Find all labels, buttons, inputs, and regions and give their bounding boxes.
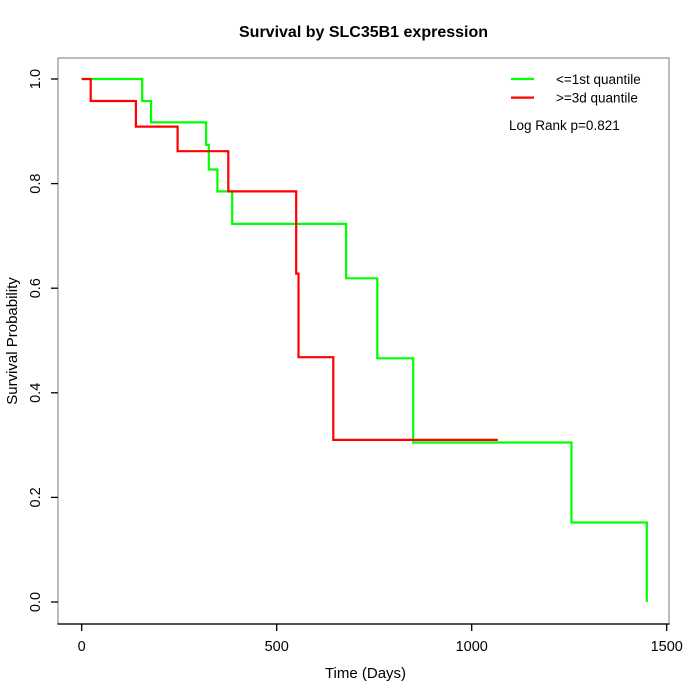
chart-title: Survival by SLC35B1 expression xyxy=(239,24,488,41)
y-tick-label-0-6: 0.6 xyxy=(28,278,44,298)
x-tick-label-0: 0 xyxy=(78,639,86,655)
series-line-0 xyxy=(81,77,648,602)
legend-label-0: <=1st quantile xyxy=(556,72,641,87)
x-tick-label-1500: 1500 xyxy=(651,639,683,655)
y-tick-label-1: 1.0 xyxy=(28,69,44,89)
y-tick-label-0-8: 0.8 xyxy=(28,174,44,194)
x-tick-label-1000: 1000 xyxy=(456,639,488,655)
logrank-pvalue-text: Log Rank p=0.821 xyxy=(509,118,620,133)
y-tick-label-0-2: 0.2 xyxy=(28,487,44,507)
x-axis-title: Time (Days) xyxy=(325,665,406,682)
series-line-1 xyxy=(81,77,498,441)
y-tick-label-0: 0.0 xyxy=(28,592,44,612)
legend-label-1: >=3d quantile xyxy=(556,91,638,106)
y-tick-label-0-4: 0.4 xyxy=(28,383,44,403)
plot-box xyxy=(57,57,670,625)
y-axis-title: Survival Probability xyxy=(4,277,21,405)
x-tick-label-500: 500 xyxy=(265,639,289,655)
